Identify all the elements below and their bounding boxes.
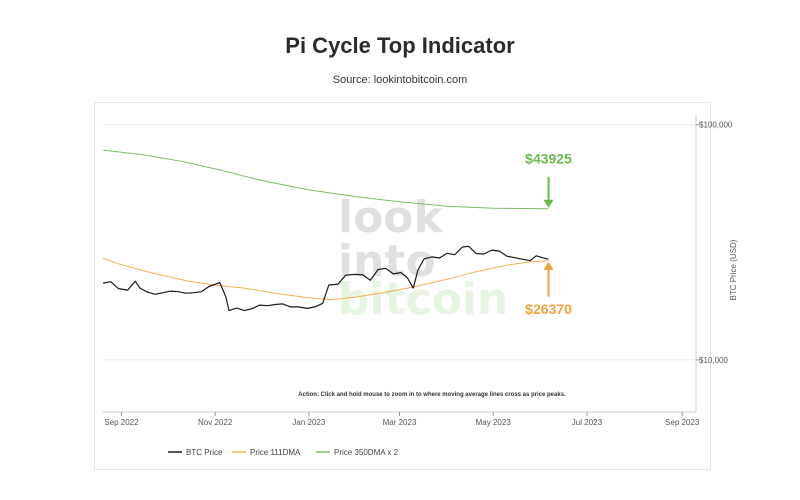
legend-item-price-111dma[interactable]: Price 111DMA <box>232 448 301 457</box>
action-text: Action: Click and hold mouse to zoom in … <box>298 392 566 398</box>
x-tick-label: May 2023 <box>476 418 512 427</box>
grid-lines <box>103 124 696 361</box>
page-title: Pi Cycle Top Indicator <box>285 33 515 58</box>
series-line-price-350dma-x-2 <box>102 149 549 210</box>
series-line-price-111dma <box>102 257 549 301</box>
x-tick-label: Nov 2022 <box>198 418 233 427</box>
annotation-arrowhead-orange <box>543 261 554 270</box>
legend-label: BTC Price <box>186 448 223 457</box>
x-tick-label: Sep 2023 <box>665 418 700 427</box>
legend-label: Price 350DMA x 2 <box>334 448 399 457</box>
annotation-arrowhead-green <box>543 199 554 208</box>
x-axis-ticks: Sep 2022 Nov 2022 Jan 2023 Mar 2023 May 2023… <box>104 412 700 427</box>
y-tick-label: $10,000 <box>699 356 728 365</box>
watermark-line-into: into <box>338 236 436 287</box>
chart-panel <box>94 102 711 470</box>
legend-item-price-350dma-x-2[interactable]: Price 350DMA x 2 <box>316 448 399 457</box>
page-subtitle: Source: lookintobitcoin.com <box>332 74 468 86</box>
watermark-line-bitcoin: bitcoin <box>338 274 508 325</box>
x-tick-label: Jan 2023 <box>292 418 325 427</box>
series-lines <box>102 149 549 312</box>
annotation-label-orange: $26370 <box>525 301 572 317</box>
watermark: look into bitcoin <box>338 192 508 325</box>
annotations: $43925 $26370 <box>525 151 572 317</box>
y-axis-ticks: $100,000 $10,000 <box>696 121 733 365</box>
x-tick-label: Sep 2022 <box>104 418 139 427</box>
y-axis-label: BTC Price (USD) <box>729 239 738 300</box>
legend-label: Price 111DMA <box>250 448 301 457</box>
x-tick-label: Mar 2023 <box>383 418 417 427</box>
legend-item-btc-price[interactable]: BTC Price <box>168 448 223 457</box>
x-tick-label: Jul 2023 <box>572 418 603 427</box>
series-line-btc-price <box>102 245 549 312</box>
legend[interactable]: BTC Price Price 111DMA Price 350DMA x 2 <box>168 448 399 457</box>
y-tick-label: $100,000 <box>699 121 733 130</box>
annotation-label-green: $43925 <box>525 151 572 167</box>
